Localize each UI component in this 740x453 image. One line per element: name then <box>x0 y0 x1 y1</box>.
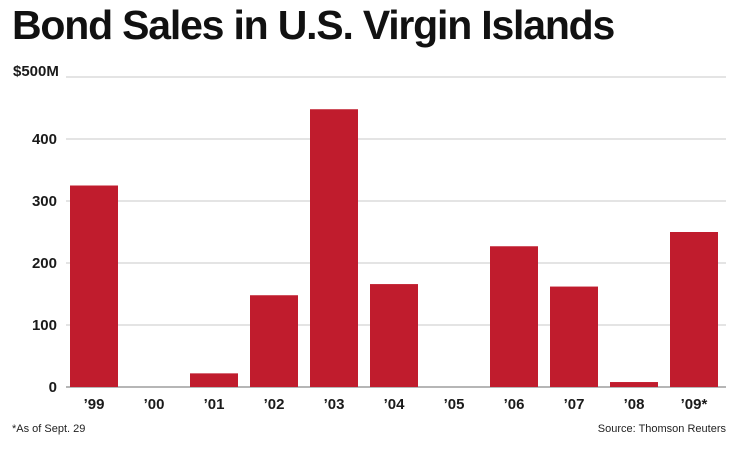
y-tick-label: 0 <box>49 379 57 396</box>
x-tick-label: ’08 <box>624 396 645 413</box>
bar <box>490 246 538 387</box>
bar <box>70 185 118 387</box>
x-tick-label: ’99 <box>84 396 105 413</box>
y-tick-label: 200 <box>32 255 57 272</box>
bar <box>310 109 358 388</box>
source-credit: Source: Thomson Reuters <box>597 423 726 435</box>
bars <box>70 109 718 388</box>
x-tick-label: ’03 <box>324 396 345 413</box>
bar <box>370 284 418 387</box>
x-tick-label: ’04 <box>384 396 406 413</box>
footnote: *As of Sept. 29 <box>12 423 86 435</box>
x-tick-label: ’00 <box>144 396 165 413</box>
y-tick-label: 100 <box>32 317 57 334</box>
y-axis-ticks: 0 100 200 300 400 $500M <box>13 63 59 396</box>
chart-title: Bond Sales in U.S. Virgin Islands <box>12 2 615 48</box>
x-tick-label: ’06 <box>504 396 525 413</box>
x-tick-label: ’05 <box>444 396 465 413</box>
y-tick-label: $500M <box>13 63 59 80</box>
y-tick-label: 400 <box>32 131 57 148</box>
bar <box>610 382 658 387</box>
x-tick-label: ’01 <box>204 396 225 413</box>
x-tick-label: ’09* <box>681 396 708 413</box>
x-tick-label: ’02 <box>264 396 285 413</box>
bar <box>550 286 598 387</box>
x-tick-label: ’07 <box>564 396 585 413</box>
x-axis-ticks: ’99 ’00 ’01 ’02 ’03 ’04 ’05 ’06 ’07 ’08 ’09* <box>84 396 708 413</box>
y-tick-label: 300 <box>32 193 57 210</box>
bar <box>250 295 298 387</box>
bar <box>190 373 238 387</box>
bar <box>670 232 718 387</box>
